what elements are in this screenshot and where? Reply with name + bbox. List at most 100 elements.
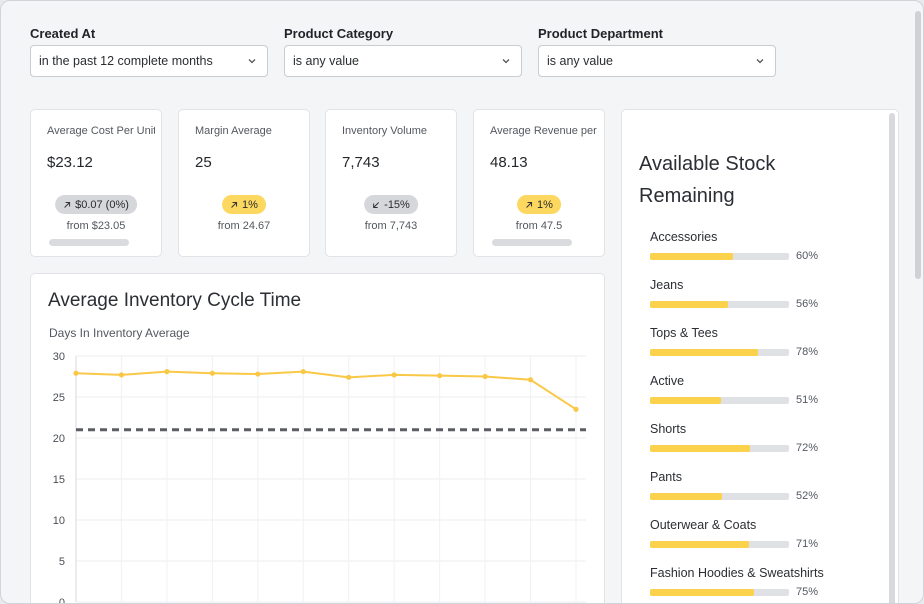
kpi-card-margin-average: Margin Average 25 1% from 24.67 xyxy=(178,109,310,257)
kpi-delta-badge: $0.07 (0%) xyxy=(55,195,137,214)
kpi-from: from 7,743 xyxy=(364,220,418,232)
filter-label: Product Department xyxy=(538,26,663,41)
arrow-down-left-icon xyxy=(373,201,380,208)
stock-label: Jeans xyxy=(650,278,684,292)
stock-percent: 56% xyxy=(796,298,819,310)
chart-title: Average Inventory Cycle Time xyxy=(48,290,302,311)
kpi-card-average-cost: Average Cost Per Unit $23.12 $0.07 (0%) … xyxy=(30,109,162,257)
y-tick-label: 25 xyxy=(53,392,65,404)
chevron-down-icon xyxy=(248,59,256,64)
select-value: in the past 12 complete months xyxy=(39,54,213,68)
available-stock-card: Available Stock Remaining Accessories 60%… xyxy=(621,109,899,603)
stock-bar-fill xyxy=(650,252,734,260)
stock-label: Active xyxy=(650,374,685,388)
filter-product-category: Product Category is any value xyxy=(284,26,522,77)
product-department-select[interactable]: is any value xyxy=(538,45,776,77)
stock-vertical-scrollbar[interactable] xyxy=(889,113,895,603)
stock-bar xyxy=(650,300,789,308)
kpi-value: 7,743 xyxy=(342,154,380,171)
stock-bar-fill xyxy=(650,396,721,404)
select-value: is any value xyxy=(547,54,614,68)
stock-label: Accessories xyxy=(650,230,718,244)
stock-label: Fashion Hoodies & Sweatshirts xyxy=(650,566,824,580)
stock-percent: 72% xyxy=(796,442,819,454)
stock-item: Accessories 60% xyxy=(650,230,850,262)
kpi-delta: -15% xyxy=(384,198,410,211)
stock-bar-fill xyxy=(650,588,755,596)
created-at-select[interactable]: in the past 12 complete months xyxy=(30,45,268,77)
stock-bar xyxy=(650,252,789,260)
stock-item: Fashion Hoodies & Sweatshirts 75% xyxy=(650,566,850,598)
stock-item: Pants 52% xyxy=(650,470,850,502)
horizontal-scrollbar[interactable] xyxy=(492,239,572,246)
y-tick-label: 30 xyxy=(53,351,65,363)
stock-bar-fill xyxy=(650,348,759,356)
filter-label: Product Category xyxy=(284,26,394,41)
data-point xyxy=(300,368,306,375)
y-tick-label: 15 xyxy=(53,474,65,486)
kpi-from: from 47.5 xyxy=(515,220,563,232)
stock-bar xyxy=(650,492,789,500)
stock-bar xyxy=(650,540,789,548)
stock-percent: 75% xyxy=(796,586,819,598)
chevron-down-icon xyxy=(502,59,510,64)
kpi-value: 48.13 xyxy=(490,154,528,171)
stock-bar xyxy=(650,396,789,404)
kpi-from: from 24.67 xyxy=(217,220,271,232)
stock-percent: 71% xyxy=(796,538,819,550)
y-tick-label: 20 xyxy=(53,433,65,445)
stock-percent: 60% xyxy=(796,250,819,262)
stock-bar xyxy=(650,444,789,452)
stock-bar-fill xyxy=(650,444,751,452)
filter-created-at: Created At in the past 12 complete month… xyxy=(30,26,268,77)
inventory-cycle-chart-card: Average Inventory Cycle Time Days In Inv… xyxy=(30,273,605,604)
stock-bar xyxy=(650,588,789,596)
y-tick-label: 0 xyxy=(59,597,65,604)
chevron-down-icon xyxy=(756,59,764,64)
arrow-up-right-icon xyxy=(64,201,71,208)
kpi-card-average-revenue: Average Revenue per 48.13 1% from 47.5 xyxy=(473,109,605,257)
stock-item: Jeans 56% xyxy=(650,278,850,310)
stock-percent: 78% xyxy=(796,346,819,358)
kpi-delta-badge: 1% xyxy=(222,195,266,214)
kpi-card-inventory-volume: Inventory Volume 7,743 -15% from 7,743 xyxy=(325,109,457,257)
data-point xyxy=(209,370,215,376)
stock-bar-fill xyxy=(650,540,749,548)
data-point xyxy=(482,373,488,380)
stock-label: Pants xyxy=(650,470,682,484)
data-point xyxy=(346,374,352,380)
page-vertical-scrollbar[interactable] xyxy=(915,11,921,279)
kpi-title: Average Cost Per Unit xyxy=(47,125,155,137)
kpi-delta: 1% xyxy=(537,198,553,211)
product-category-select[interactable]: is any value xyxy=(284,45,522,77)
stock-bar-fill xyxy=(650,492,723,500)
stock-item: Shorts 72% xyxy=(650,422,850,454)
stock-percent: 52% xyxy=(796,490,819,502)
data-point xyxy=(573,406,579,412)
filter-product-department: Product Department is any value xyxy=(538,26,776,77)
stock-title: Available Stock Remaining xyxy=(639,153,776,207)
data-point xyxy=(437,373,443,379)
data-point xyxy=(118,372,125,378)
kpi-delta-badge: 1% xyxy=(517,195,561,214)
arrow-up-right-icon xyxy=(231,201,238,208)
stock-item: Outerwear & Coats 71% xyxy=(650,518,850,550)
chart-subtitle: Days In Inventory Average xyxy=(49,326,190,340)
stock-bar xyxy=(650,348,789,356)
select-value: is any value xyxy=(293,54,360,68)
data-point xyxy=(391,372,397,378)
stock-label: Outerwear & Coats xyxy=(650,518,757,532)
kpi-title: Average Revenue per xyxy=(490,125,597,137)
data-point xyxy=(527,377,534,383)
stock-item: Tops & Tees 78% xyxy=(650,326,850,358)
kpi-value: $23.12 xyxy=(47,154,93,171)
kpi-from: from $23.05 xyxy=(66,220,126,232)
kpi-value: 25 xyxy=(195,154,212,171)
kpi-delta: $0.07 (0%) xyxy=(75,198,129,211)
stock-label: Shorts xyxy=(650,422,687,436)
y-tick-label: 5 xyxy=(59,556,65,568)
stock-percent: 51% xyxy=(796,394,819,406)
line-chart: 0 5 10 15 20 25 30 xyxy=(53,351,586,604)
horizontal-scrollbar[interactable] xyxy=(49,239,129,246)
